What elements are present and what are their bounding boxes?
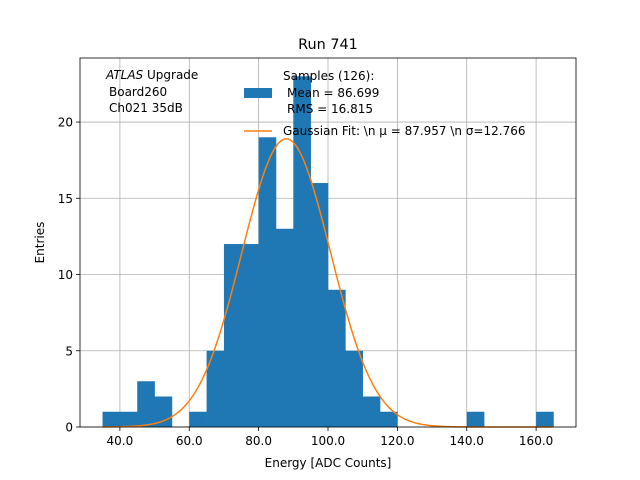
legend-patch-samples — [244, 88, 272, 98]
histogram-bar-13 — [328, 289, 346, 427]
x-axis-label: Energy [ADC Counts] — [265, 456, 392, 470]
x-tick-label-5: 140.0 — [450, 434, 484, 448]
y-tick-label-1: 5 — [65, 344, 73, 358]
legend-samples-mean: Mean = 86.699 — [287, 86, 379, 100]
atlas-label: ATLAS — [105, 68, 144, 82]
histogram-bar-9 — [258, 137, 277, 428]
x-tick-label-4: 120.0 — [380, 434, 414, 448]
x-tick-label-0: 40.0 — [107, 434, 134, 448]
x-tick-label-2: 80.0 — [245, 434, 272, 448]
histogram-bar-25 — [536, 411, 554, 427]
histogram-bar-0 — [102, 411, 121, 427]
histogram-bar-10 — [275, 228, 294, 427]
annotation-line-2: Board260 — [109, 85, 167, 99]
histogram-bars — [102, 76, 554, 428]
upgrade-label: Upgrade — [143, 68, 198, 82]
legend-samples-rms: RMS = 16.815 — [287, 102, 373, 116]
histogram-bar-8 — [241, 244, 259, 427]
y-tick-label-4: 20 — [58, 116, 73, 130]
histogram-bar-15 — [362, 396, 381, 427]
chart-title: Run 741 — [298, 37, 358, 53]
y-axis-label: Entries — [33, 222, 47, 264]
histogram-bar-21 — [466, 411, 485, 427]
annotation-line-1: ATLAS Upgrade — [105, 68, 198, 82]
legend-samples-line-1: Samples (126): — [283, 69, 374, 83]
histogram-bar-7 — [223, 244, 242, 427]
histogram-bar-16 — [380, 411, 398, 427]
legend: Samples (126): Mean = 86.699 RMS = 16.81… — [244, 69, 526, 138]
histogram-bar-12 — [310, 183, 329, 427]
x-tick-label-3: 100.0 — [311, 434, 345, 448]
y-tick-label-0: 0 — [65, 421, 73, 435]
histogram-bar-14 — [345, 350, 363, 427]
histogram-bar-6 — [206, 350, 225, 427]
x-axis-ticks: 40.0 60.0 80.0 100.0 120.0 140.0 160.0 — [107, 427, 553, 448]
histogram-bar-2 — [137, 381, 155, 427]
y-tick-label-2: 10 — [58, 268, 73, 282]
histogram-bar-11 — [293, 76, 311, 428]
y-axis-ticks: 0 5 10 15 20 — [58, 116, 80, 435]
y-tick-label-3: 15 — [58, 192, 73, 206]
histogram-bar-5 — [189, 411, 207, 427]
atlas-annotation: ATLAS Upgrade Board260 Ch021 35dB — [105, 68, 198, 115]
histogram-bar-1 — [119, 411, 138, 427]
annotation-line-3: Ch021 35dB — [109, 101, 183, 115]
x-tick-label-6: 160.0 — [519, 434, 553, 448]
legend-fit-text: Gaussian Fit: \n μ = 87.957 \n σ=12.766 — [283, 124, 526, 138]
x-tick-label-1: 60.0 — [176, 434, 203, 448]
